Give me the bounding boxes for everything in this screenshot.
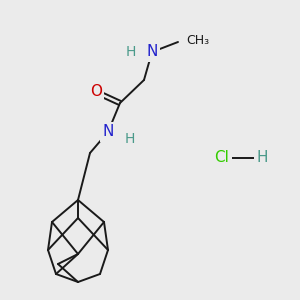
Text: Cl: Cl: [214, 151, 230, 166]
Text: H: H: [126, 45, 136, 59]
Text: CH₃: CH₃: [186, 34, 209, 47]
Text: H: H: [125, 132, 135, 146]
Text: H: H: [256, 151, 268, 166]
Text: O: O: [90, 85, 102, 100]
Text: N: N: [146, 44, 158, 59]
Text: N: N: [102, 124, 114, 140]
